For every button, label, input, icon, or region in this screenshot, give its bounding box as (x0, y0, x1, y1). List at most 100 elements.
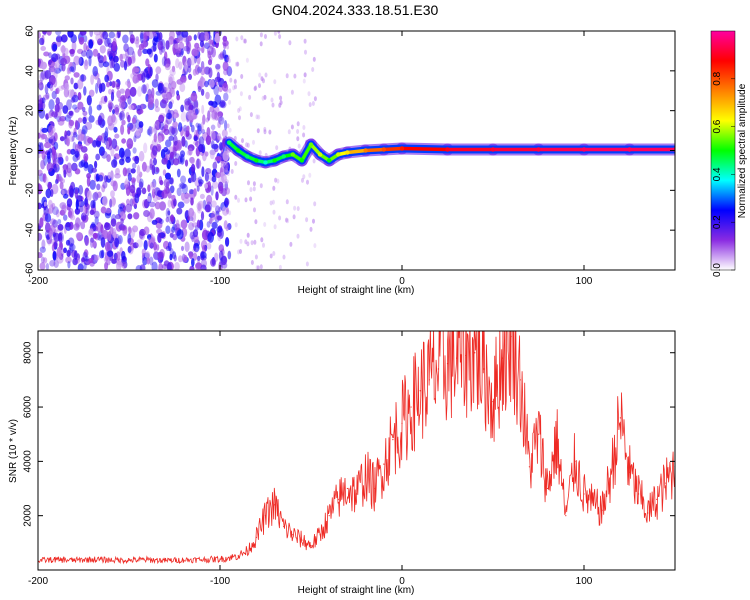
noise-blob (309, 226, 313, 232)
noise-blob (53, 67, 61, 74)
noise-blob (168, 101, 173, 109)
noise-blob (82, 110, 88, 117)
snr-data-point (583, 493, 585, 495)
noise-blob (57, 219, 62, 225)
noise-blob (269, 253, 273, 259)
noise-blob (204, 31, 210, 42)
noise-blob (290, 124, 294, 130)
noise-blob (136, 108, 144, 115)
noise-blob (157, 135, 162, 144)
noise-blob (83, 59, 89, 70)
noise-blob (96, 222, 103, 233)
noise-blob (200, 88, 205, 96)
noise-blob (137, 86, 142, 97)
noise-blob (125, 80, 131, 86)
noise-blob (167, 199, 172, 208)
noise-blob (186, 125, 190, 132)
noise-blob (146, 48, 152, 55)
noise-blob (51, 111, 59, 118)
noise-blob (82, 251, 88, 261)
noise-blob (75, 232, 83, 240)
noise-blob (38, 144, 42, 155)
noise-blob (269, 200, 273, 206)
noise-blob (107, 115, 113, 127)
noise-blob (187, 35, 192, 42)
noise-blob (61, 204, 67, 215)
noise-blob (228, 88, 232, 94)
noise-blob (167, 210, 171, 216)
noise-blob (143, 240, 148, 251)
noise-blob (67, 210, 73, 218)
noise-blob (83, 262, 87, 270)
noise-blob (81, 50, 87, 57)
noise-blob (222, 150, 230, 162)
noise-blob (78, 56, 84, 66)
noise-blob (260, 237, 264, 243)
noise-blob (211, 200, 217, 208)
noise-blob (132, 225, 139, 233)
spectrogram-x-tick-label: -100 (210, 276, 230, 287)
noise-blob (249, 187, 253, 193)
noise-blob (174, 262, 180, 270)
noise-blob (91, 167, 97, 173)
noise-blob (48, 74, 56, 86)
noise-blob (66, 138, 70, 147)
colorbar-label: Normalized spectral amplitude (737, 83, 748, 218)
noise-blob (197, 125, 203, 135)
noise-blob (42, 31, 47, 35)
noise-blob (148, 126, 155, 134)
noise-blob (43, 201, 48, 207)
noise-blob (252, 181, 256, 187)
noise-blob (252, 186, 256, 192)
noise-blob (218, 250, 224, 261)
noise-blob (100, 82, 106, 93)
noise-blob (169, 151, 174, 159)
noise-blob (210, 185, 214, 196)
noise-blob (201, 229, 209, 241)
noise-blob (239, 91, 243, 97)
noise-blob (312, 218, 315, 224)
noise-blob (183, 124, 188, 132)
snr-data-point (647, 512, 649, 514)
noise-blob (169, 253, 173, 261)
noise-blob (257, 114, 261, 120)
snr-data-point (264, 515, 267, 517)
noise-blob (165, 112, 173, 120)
noise-blob (153, 123, 157, 130)
noise-blob (178, 61, 183, 70)
noise-blob (201, 129, 206, 134)
noise-blob (55, 53, 61, 60)
noise-blob (136, 173, 142, 184)
noise-blob (83, 153, 89, 162)
signal-track-core (345, 148, 368, 155)
noise-blob (107, 230, 112, 242)
noise-blob (169, 185, 175, 194)
noise-blob (44, 137, 50, 144)
noise-blob (67, 89, 74, 98)
noise-blob (109, 58, 113, 69)
noise-blob (173, 254, 177, 262)
noise-blob (92, 140, 98, 148)
noise-blob (181, 245, 184, 252)
noise-blob (169, 87, 176, 98)
spectrogram-x-tick-label: 0 (399, 276, 405, 287)
noise-blob (77, 117, 83, 123)
noise-blob (220, 162, 226, 168)
noise-blob (172, 135, 178, 146)
noise-blob (167, 241, 172, 252)
noise-blob (55, 157, 61, 163)
noise-blob (171, 226, 176, 233)
noise-blob (124, 184, 129, 190)
noise-blob (200, 46, 205, 53)
noise-blob (45, 176, 49, 186)
snr-data-point (656, 498, 658, 500)
noise-blob (158, 121, 165, 131)
snr-data-point (92, 558, 94, 561)
noise-blob (114, 133, 120, 139)
noise-blob (62, 193, 69, 199)
noise-blob (190, 92, 198, 102)
noise-blob (258, 72, 262, 78)
noise-blob (89, 209, 95, 216)
noise-blob (138, 181, 144, 190)
noise-blob (92, 48, 99, 57)
